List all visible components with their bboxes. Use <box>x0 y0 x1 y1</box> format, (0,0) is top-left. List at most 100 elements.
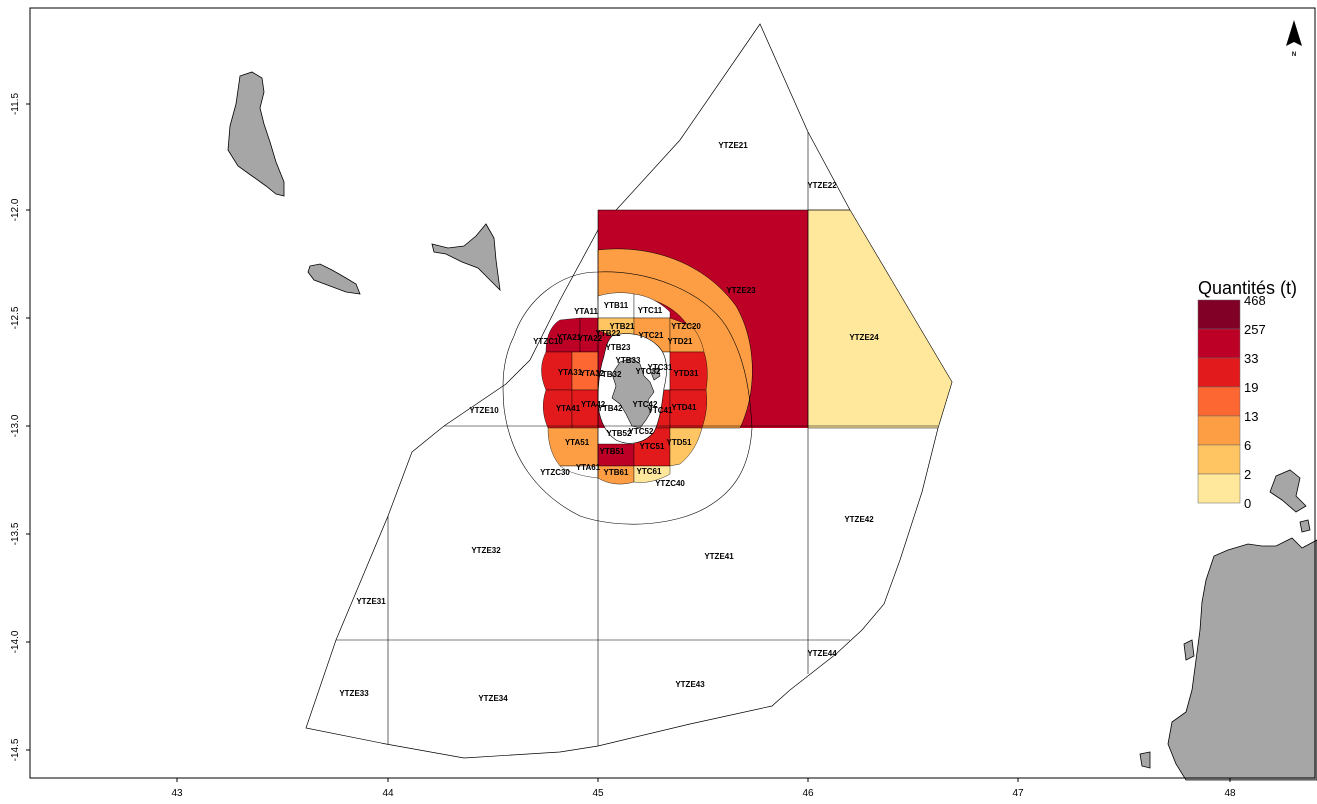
zone-label: YTZE44 <box>807 649 837 658</box>
zone-label: YTB23 <box>606 343 631 352</box>
x-tick-label: 43 <box>171 788 183 799</box>
x-tick-label: 45 <box>592 788 604 799</box>
zone-label: YTD31 <box>674 369 699 378</box>
legend-swatch <box>1197 357 1241 388</box>
y-tick-label: -12.5 <box>10 306 21 329</box>
zone-label: YTZE31 <box>356 597 386 606</box>
legend-swatch <box>1197 386 1241 417</box>
zone-label: YTZC30 <box>540 468 570 477</box>
zone-label: YTC51 <box>640 442 665 451</box>
legend-title: Quantités (t) <box>1198 278 1297 298</box>
zone-label: YTB61 <box>604 468 629 477</box>
legend-break-label: 33 <box>1244 351 1258 366</box>
zone-label: YTZE24 <box>849 333 879 342</box>
legend: Quantités (t) 468 257 33 19 13 6 2 0 <box>1197 278 1297 511</box>
zone-label: YTC11 <box>638 306 663 315</box>
zone-label: YTC61 <box>637 467 662 476</box>
zone-labels: YTZE21 YTZE22 YTZE23 YTZE24 YTZE10 YTZE3… <box>339 141 879 703</box>
zone-label: YTC52 <box>629 427 654 436</box>
map-frame <box>29 7 1316 779</box>
legend-break-label: 13 <box>1244 409 1258 424</box>
legend-labels: 468 257 33 19 13 6 2 0 <box>1244 293 1266 511</box>
grande-comore-island <box>227 71 285 197</box>
zone-label: YTB32 <box>597 370 622 379</box>
zone-label: YTA21 <box>557 333 582 342</box>
zone-label: YTZC10 <box>533 337 563 346</box>
coastal-ring-boundary <box>502 271 753 525</box>
north-arrow-label: N <box>1292 52 1296 58</box>
zone-label: YTA22 <box>578 334 603 343</box>
legend-swatch <box>1197 328 1241 359</box>
y-tick-label: -13.0 <box>10 414 21 437</box>
north-arrow-icon: N <box>1286 20 1302 58</box>
zone-label: YTC21 <box>639 331 664 340</box>
zone-label: YTZE21 <box>718 141 748 150</box>
cell-yta32 <box>571 351 599 391</box>
zone-label: YTZE32 <box>471 546 501 555</box>
zone-label: YTZE34 <box>478 694 508 703</box>
zone-label: YTA32 <box>580 369 605 378</box>
cell-ytc11 <box>633 293 671 319</box>
zone-label: YTA41 <box>556 404 581 413</box>
zone-label: YTC41 <box>648 406 673 415</box>
madagascar-islet-1 <box>1269 469 1307 513</box>
anjouan-island <box>431 223 501 292</box>
zone-label: YTD21 <box>668 337 693 346</box>
zone-label: YTZC20 <box>671 322 701 331</box>
legend-break-label: 6 <box>1244 438 1251 453</box>
zone-label: YTZE33 <box>339 689 369 698</box>
y-tick-label: -12.0 <box>10 198 21 221</box>
y-tick-label: -13.5 <box>10 522 21 545</box>
zone-label: YTC31 <box>648 363 673 372</box>
legend-break-label: 19 <box>1244 380 1258 395</box>
moheli-island <box>307 263 361 295</box>
zone-label: YTB52 <box>607 429 632 438</box>
madagascar-islet-3 <box>1183 639 1195 661</box>
zone-label: YTA61 <box>576 463 601 472</box>
legend-swatches <box>1197 299 1241 504</box>
madagascar-islet-2 <box>1299 519 1311 533</box>
legend-break-label: 468 <box>1244 293 1266 308</box>
cell-ytc61 <box>633 465 671 483</box>
zone-label: YTA51 <box>565 438 590 447</box>
zone-label: YTZE43 <box>675 680 705 689</box>
y-axis: -11.5 -12.0 -12.5 -13.0 -13.5 -14.0 -14.… <box>10 93 30 761</box>
x-tick-label: 44 <box>382 788 394 799</box>
zone-label: YTA31 <box>558 368 583 377</box>
y-tick-label: -11.5 <box>10 93 21 115</box>
y-tick-label: -14.5 <box>10 738 21 761</box>
zone-ytze24-fill <box>807 209 953 429</box>
madagascar-coast <box>1167 537 1317 781</box>
zone-ytzc20-fill <box>597 248 753 429</box>
zone-label: YTB51 <box>600 447 625 456</box>
x-axis: 43 44 45 46 47 48 <box>171 778 1236 799</box>
zone-label: YTD51 <box>667 438 692 447</box>
madagascar-islet-4 <box>1139 751 1151 769</box>
petite-terre-island <box>649 367 661 381</box>
legend-swatch <box>1197 444 1241 475</box>
eez-outer-boundary <box>305 23 953 759</box>
zone-label: YTA42 <box>581 400 606 409</box>
legend-break-label: 257 <box>1244 322 1266 337</box>
zone-label: YTB33 <box>616 356 641 365</box>
zone-label: YTC42 <box>633 400 658 409</box>
y-tick-label: -14.0 <box>10 630 21 653</box>
inner-cells <box>541 292 708 485</box>
zone-label: YTB22 <box>596 329 621 338</box>
zone-label: YTZE10 <box>469 406 499 415</box>
legend-break-label: 0 <box>1244 496 1251 511</box>
cell-ytd51 <box>669 427 703 467</box>
zone-label: YTZC40 <box>655 479 685 488</box>
zone-label: YTA11 <box>574 307 598 316</box>
zone-label: YTZE22 <box>807 181 837 190</box>
x-tick-label: 46 <box>802 788 814 799</box>
legend-break-label: 2 <box>1244 467 1251 482</box>
zone-label: YTD41 <box>672 403 697 412</box>
legend-swatch <box>1197 473 1241 504</box>
zone-label: YTB21 <box>610 322 635 331</box>
zone-label: YTZE41 <box>704 552 734 561</box>
zone-label: YTB11 <box>604 301 629 310</box>
zone-label: YTZE42 <box>844 515 874 524</box>
zone-label: YTB42 <box>598 404 623 413</box>
